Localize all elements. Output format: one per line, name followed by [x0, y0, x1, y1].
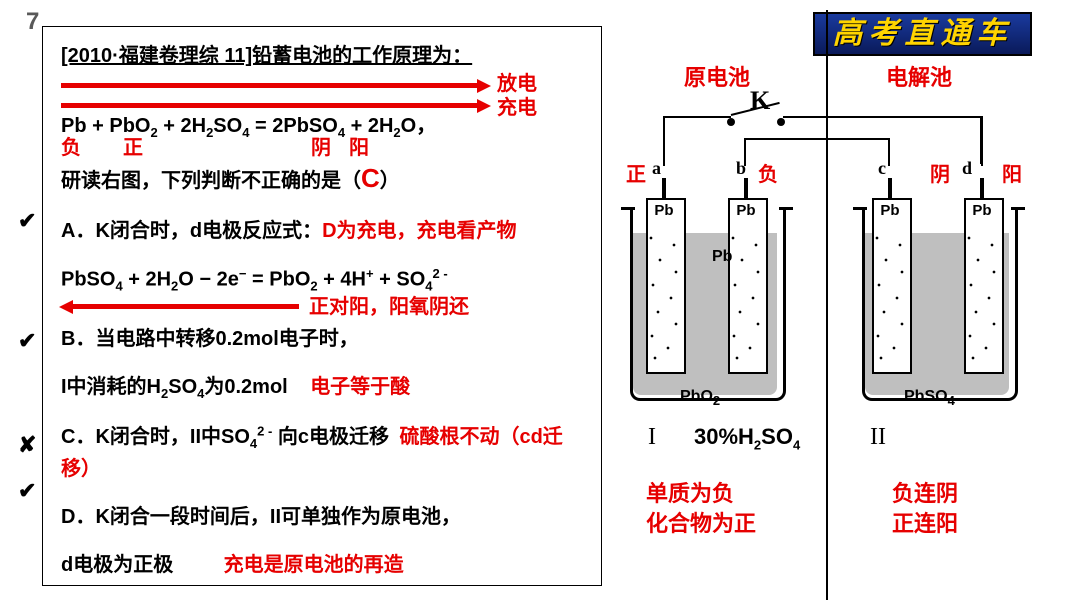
option-d-note: 充电是原电池的再造 — [224, 554, 404, 576]
option-b-text: B．当电路中转移0.2mol电子时， — [61, 324, 583, 354]
eq2-note: 正对阳，阳氧阴还 — [309, 292, 469, 322]
roman-2: II — [870, 424, 886, 451]
b-letter: b — [736, 158, 746, 179]
electrode-a: Pb — [646, 178, 682, 374]
neg-label: 负 — [61, 133, 81, 163]
option-a-text: A．K闭合时，d电极反应式： — [61, 220, 322, 242]
c-letter: c — [878, 158, 886, 179]
option-c-text: C．K闭合时，II中SO42 - 向c电极迁移 — [61, 426, 389, 448]
electrode-d: Pb — [964, 178, 1000, 374]
option-d-text: D．K闭合一段时间后，II可单独作为原电池， — [61, 502, 583, 532]
note1b: 化合物为正 — [646, 506, 756, 538]
mark-c: ✘ — [18, 432, 36, 458]
acid-label: 30%H2SO4 — [694, 424, 800, 452]
discharge-arrow — [61, 83, 479, 88]
cathode-label: 阴 — [311, 133, 331, 163]
wire-left-up — [663, 116, 731, 166]
source-line: [2010·福建卷理综 11]铅蓄电池的工作原理为： — [61, 41, 583, 71]
option-d-line2: d电极为正极 — [61, 554, 173, 576]
vertical-divider — [826, 10, 828, 600]
switch-k — [727, 112, 785, 128]
electrode-c: Pb — [872, 178, 908, 374]
mark-a: ✔ — [18, 208, 36, 234]
prompt-line: 研读右图，下列判断不正确的是（C） — [61, 159, 583, 198]
answer-letter: C — [361, 163, 380, 193]
mark-b: ✔ — [18, 328, 36, 354]
wire-c-drop — [888, 138, 890, 166]
page-number: 7 — [26, 8, 39, 36]
question-box: [2010·福建卷理综 11]铅蓄电池的工作原理为： 放电 充电 Pb + Pb… — [42, 26, 602, 586]
electrode-b: Pb — [728, 178, 764, 374]
mark-d: ✔ — [18, 478, 36, 504]
roman-1: I — [648, 424, 656, 451]
a-letter: a — [652, 158, 661, 179]
note1a: 单质为负 — [646, 476, 734, 508]
beaker2-pbso4: PbSO4 — [904, 388, 955, 408]
option-b-note: 电子等于酸 — [310, 376, 410, 398]
option-b-line2: I中消耗的H2SO4为0.2mol — [61, 376, 288, 398]
charge-arrow-top — [61, 103, 479, 108]
eq2-arrow — [71, 304, 299, 309]
banner-title: 高考直通车 — [813, 12, 1032, 56]
anode-label: 阳 — [349, 133, 369, 163]
pos-label: 正 — [123, 133, 143, 163]
beaker1-pbo2: PbO2 — [680, 388, 720, 408]
d-letter: d — [962, 158, 972, 179]
beaker-2: Pb Pb — [854, 178, 1024, 403]
charge-label: 充电 — [497, 93, 537, 123]
cell1-type: 原电池 — [684, 60, 750, 92]
beaker-1: Pb Pb — [622, 178, 792, 403]
note2b: 正连阳 — [892, 506, 958, 538]
cell2-type: 电解池 — [886, 60, 952, 92]
note2a: 负连阴 — [892, 476, 958, 508]
wire-d-drop — [980, 116, 982, 164]
inner-pb-label: Pb — [712, 248, 732, 266]
option-a-note: D为充电，充电看产物 — [322, 220, 516, 242]
